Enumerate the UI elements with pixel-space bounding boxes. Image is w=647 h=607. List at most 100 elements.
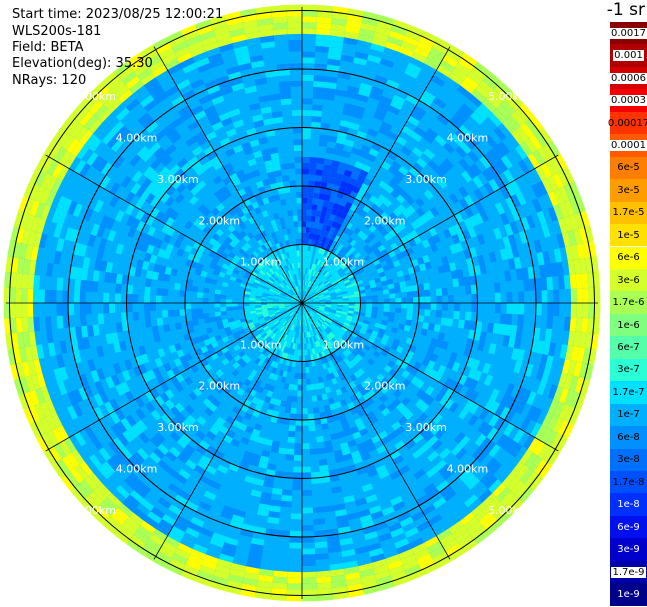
range-gate (531, 378, 542, 394)
range-gate (482, 312, 489, 323)
range-gate (417, 283, 425, 291)
range-gate (304, 285, 307, 292)
range-gate (374, 198, 383, 208)
range-gate (413, 78, 428, 91)
range-gate (339, 317, 346, 323)
range-gate (325, 146, 335, 155)
range-gate (307, 407, 314, 414)
range-gate (332, 282, 339, 288)
range-gate (338, 161, 348, 170)
range-gate (570, 244, 580, 260)
range-gate (429, 337, 438, 347)
range-gate (330, 233, 337, 241)
range-gate (91, 303, 98, 315)
range-gate (27, 317, 35, 332)
range-gate (464, 311, 472, 321)
range-gate (446, 99, 461, 113)
range-gate (329, 123, 340, 132)
range-gate (387, 73, 402, 84)
range-gate (441, 125, 455, 138)
range-gate (295, 361, 299, 368)
range-gate (411, 176, 422, 188)
range-gate (307, 413, 315, 420)
range-gate (516, 243, 526, 257)
range-gate (302, 267, 304, 274)
range-gate (324, 296, 331, 300)
range-gate (377, 244, 386, 253)
range-gate (340, 232, 347, 240)
range-gate (275, 423, 283, 431)
range-gate (510, 111, 525, 127)
range-gate (486, 71, 502, 86)
range-gate (463, 75, 479, 90)
range-gate (384, 170, 395, 180)
range-gate (387, 336, 395, 344)
range-gate (413, 46, 430, 59)
range-gate (404, 67, 419, 79)
range-gate (314, 57, 328, 65)
range-gate (302, 291, 304, 298)
range-gate (493, 313, 501, 324)
range-gate (442, 54, 459, 68)
range-gate (303, 291, 307, 298)
range-gate (354, 305, 361, 310)
range-gate (328, 287, 335, 292)
range-gate (546, 276, 554, 291)
range-gate (489, 204, 500, 218)
range-gate (460, 337, 468, 347)
range-gate (450, 326, 459, 336)
range-gate (302, 256, 305, 263)
range-gate (367, 97, 380, 107)
range-gate (302, 396, 308, 403)
range-gate (584, 363, 594, 381)
range-gate (307, 298, 314, 302)
range-gate (309, 269, 313, 276)
range-gate (467, 266, 476, 277)
range-gate (500, 100, 516, 116)
range-gate (336, 77, 350, 86)
range-gate (411, 210, 421, 221)
range-gate (21, 288, 28, 303)
range-gate (358, 248, 366, 256)
range-gate (333, 148, 343, 157)
range-gate (324, 293, 331, 297)
range-gate (479, 197, 490, 211)
range-gate (302, 279, 305, 286)
range-gate (369, 181, 379, 191)
range-gate (434, 166, 446, 178)
range-gate (288, 383, 294, 391)
range-gate (376, 216, 385, 225)
range-gate (359, 82, 373, 92)
range-gate (418, 364, 428, 374)
range-gate (576, 346, 586, 363)
range-gate (309, 151, 318, 158)
range-gate (302, 589, 318, 596)
range-gate (458, 319, 465, 329)
range-gate (191, 285, 198, 292)
range-gate (400, 308, 408, 315)
range-gate (336, 230, 343, 238)
range-gate (446, 318, 454, 327)
range-gate (415, 172, 427, 184)
range-gate (485, 262, 493, 274)
range-gate (85, 291, 92, 303)
range-gate (393, 317, 401, 324)
range-gate (330, 293, 337, 297)
range-gate (528, 278, 536, 292)
range-gate (386, 278, 394, 285)
range-gate (396, 328, 404, 336)
range-gate (293, 460, 302, 467)
range-gate (345, 284, 353, 289)
range-gate (278, 447, 287, 455)
range-gate (290, 519, 302, 526)
range-gate (328, 275, 334, 281)
range-gate (442, 82, 457, 95)
range-gate (443, 218, 454, 229)
range-gate (348, 324, 356, 330)
range-gate (448, 262, 457, 272)
range-gate (307, 244, 312, 251)
range-gate (288, 554, 302, 561)
range-gate (401, 175, 412, 186)
range-gate (479, 155, 492, 169)
range-gate (302, 127, 312, 134)
